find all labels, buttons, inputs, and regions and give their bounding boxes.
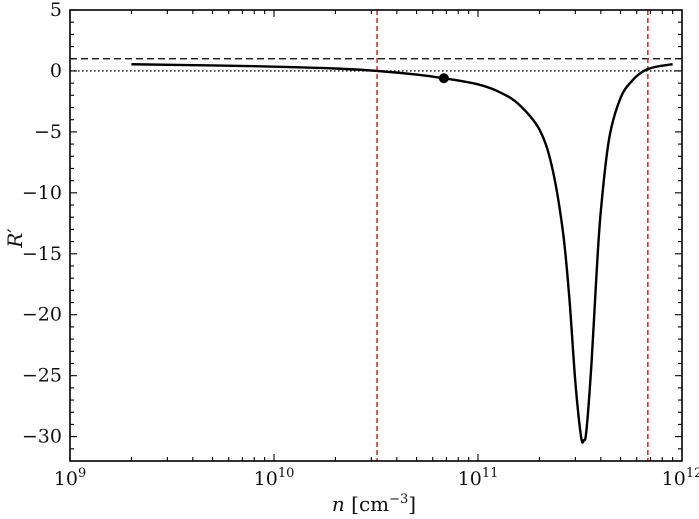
y-tick-label: −10 [22,182,62,204]
y-axis-label: R′ [3,228,27,249]
x-tick-label: 109 [54,466,86,490]
y-tick-label: 5 [50,0,62,21]
series-line-0 [131,63,673,444]
axes-frame [69,9,683,462]
x-axis-label: n [cm−3] [332,492,416,516]
plot-area [70,10,682,461]
y-tick-label: 0 [50,60,62,82]
y-tick-label: −25 [22,365,62,387]
x-tick-label: 1012 [662,466,699,490]
y-tick-label: −20 [22,304,62,326]
tick-labels: 5 0 −5 −10 −15 −20 −25 −30 109 1010 1011 1012 [22,0,699,490]
y-tick-label: −30 [22,426,62,448]
y-tick-label: −15 [22,243,62,265]
y-tick-label: −5 [34,121,62,143]
data-point-marker-0 [438,73,449,84]
x-tick-label: 1011 [458,466,499,490]
x-tick-label: 1010 [254,466,295,490]
